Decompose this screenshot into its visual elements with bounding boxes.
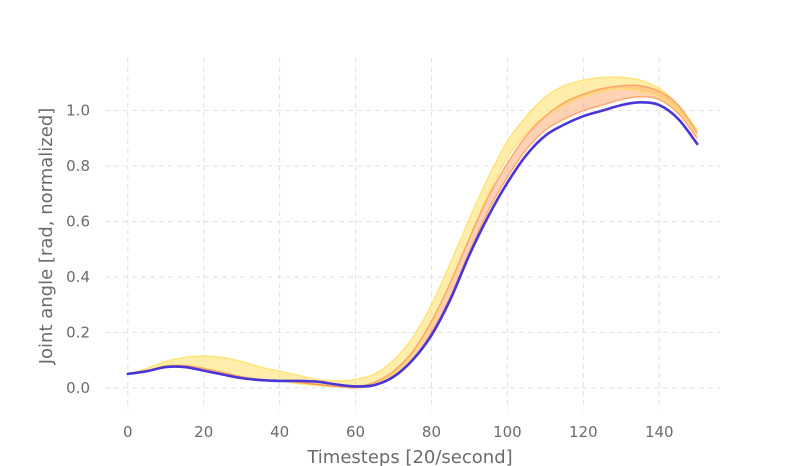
band-edge-upper [127, 84, 698, 388]
grid [105, 58, 720, 410]
y-tick-label: 1.0 [66, 102, 90, 120]
bands [127, 77, 698, 388]
x-tick-label: 60 [346, 423, 365, 441]
ticks: 0 20 40 60 80 100 120 140 0.0 0.2 0.4 0.6 0.8 1.0 [66, 102, 673, 441]
x-axis-label: Timesteps [20/second] [306, 447, 512, 466]
y-tick-label: 0.0 [66, 379, 90, 397]
x-tick-label: 120 [569, 423, 598, 441]
y-axis-label: Joint angle [rad, normalized] [36, 108, 57, 366]
band-0 [127, 77, 698, 387]
x-tick-label: 0 [123, 423, 133, 441]
y-tick-label: 0.4 [66, 268, 90, 286]
x-tick-label: 80 [422, 423, 441, 441]
x-tick-label: 40 [270, 423, 289, 441]
x-tick-label: 140 [645, 423, 674, 441]
band-edge-upper [127, 76, 698, 382]
x-tick-label: 20 [194, 423, 213, 441]
lines [126, 76, 699, 389]
series-line-mean [126, 101, 699, 388]
x-tick-label: 100 [493, 423, 522, 441]
y-tick-label: 0.2 [66, 323, 90, 341]
y-tick-label: 0.8 [66, 157, 90, 175]
y-tick-label: 0.6 [66, 213, 90, 231]
